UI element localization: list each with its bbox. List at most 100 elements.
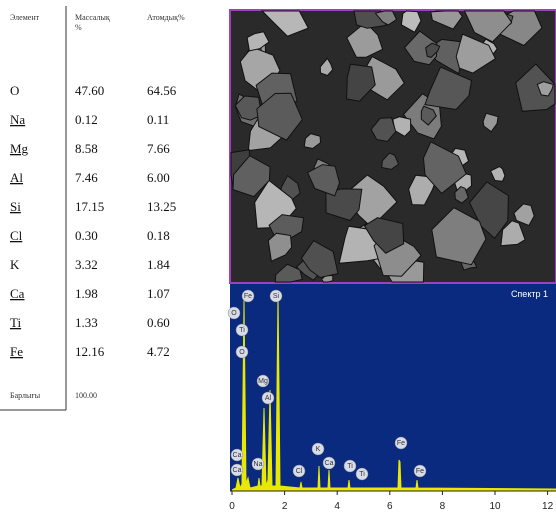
peak-label: O bbox=[239, 349, 245, 356]
spectrum-panel bbox=[230, 284, 556, 491]
peak-label: Fe bbox=[244, 293, 252, 300]
table-value: 17.15 bbox=[75, 199, 104, 214]
element-name: Si bbox=[10, 199, 21, 214]
spectrum-title: Спектр 1 bbox=[511, 289, 548, 299]
table-value: 4.72 bbox=[147, 344, 170, 359]
peak-bubble bbox=[230, 448, 244, 462]
particle bbox=[321, 274, 334, 283]
peak-bubble bbox=[230, 463, 244, 477]
table-total: Барлығы bbox=[10, 391, 41, 400]
table-value: 8.58 bbox=[75, 141, 98, 156]
element-name: Fe bbox=[10, 344, 23, 359]
particle bbox=[489, 166, 506, 182]
particle bbox=[431, 207, 487, 266]
peak-bubble bbox=[292, 464, 306, 478]
x-tick-label: 2 bbox=[282, 501, 288, 512]
particle bbox=[424, 66, 473, 111]
table-value: 64.56 bbox=[147, 83, 177, 98]
peak-bubble bbox=[394, 436, 408, 450]
peak-label: Ti bbox=[359, 471, 365, 478]
peak-label: Ca bbox=[325, 460, 334, 467]
table-value: 0.30 bbox=[75, 228, 98, 243]
particle bbox=[303, 133, 322, 150]
peak-label: Al bbox=[265, 395, 272, 402]
table-value: 3.32 bbox=[75, 257, 98, 272]
particle bbox=[363, 217, 405, 254]
peak-bubble bbox=[343, 459, 357, 473]
table-value: 7.46 bbox=[75, 170, 98, 185]
element-name: Al bbox=[10, 170, 23, 185]
particle bbox=[420, 105, 437, 126]
peak-bubble bbox=[235, 323, 249, 337]
particle bbox=[381, 152, 400, 170]
element-name: Cl bbox=[10, 228, 23, 243]
table-header: Массалық% bbox=[75, 13, 110, 32]
particle bbox=[370, 117, 397, 143]
peak-label: K bbox=[316, 446, 321, 453]
table-value: 7.66 bbox=[147, 141, 170, 156]
table-value: 1.84 bbox=[147, 257, 170, 272]
peak-bubble bbox=[235, 345, 249, 359]
peak-bubble bbox=[256, 374, 270, 388]
element-name: K bbox=[10, 257, 20, 272]
peak-label: Cl bbox=[296, 468, 303, 475]
peak-label: Ti bbox=[239, 327, 245, 334]
x-tick-label: 10 bbox=[489, 501, 501, 512]
peak-bubble bbox=[261, 391, 275, 405]
particle bbox=[346, 21, 384, 58]
table-value: 0.60 bbox=[147, 315, 170, 330]
x-tick-label: 8 bbox=[440, 501, 446, 512]
peak-label: Ca bbox=[233, 452, 242, 459]
table-value: 1.33 bbox=[75, 315, 98, 330]
particle bbox=[392, 116, 412, 137]
particle bbox=[454, 186, 469, 204]
table-value: 6.00 bbox=[147, 170, 170, 185]
element-name: Ti bbox=[10, 315, 21, 330]
table-value: 1.98 bbox=[75, 286, 98, 301]
table-total: 100.00 bbox=[75, 391, 97, 400]
particle bbox=[422, 141, 467, 195]
particle bbox=[500, 220, 526, 247]
element-name: Na bbox=[10, 112, 25, 127]
x-tick-label: 6 bbox=[387, 501, 393, 512]
x-tick-label: 0 bbox=[229, 501, 235, 512]
table-value: 0.12 bbox=[75, 112, 98, 127]
peak-bubble bbox=[355, 467, 369, 481]
table-header: Атомдық% bbox=[147, 13, 185, 22]
x-tick-label: 4 bbox=[334, 501, 340, 512]
particle bbox=[513, 203, 535, 227]
peak-bubble bbox=[322, 456, 336, 470]
peak-bubble bbox=[251, 457, 265, 471]
table-value: 47.60 bbox=[75, 83, 104, 98]
particle bbox=[515, 63, 556, 112]
peak-label: O bbox=[231, 310, 237, 317]
particle bbox=[232, 155, 271, 198]
table-header: Элемент bbox=[10, 13, 40, 22]
particle bbox=[482, 112, 499, 133]
peak-label: Ca bbox=[233, 467, 242, 474]
particle bbox=[256, 92, 303, 141]
peak-bubble bbox=[413, 464, 427, 478]
peak-label: Mg bbox=[258, 378, 268, 385]
particle bbox=[430, 10, 463, 30]
particle bbox=[400, 10, 422, 33]
table-value: 13.25 bbox=[147, 199, 176, 214]
peak-bubble bbox=[269, 289, 283, 303]
particle bbox=[468, 181, 509, 240]
particle bbox=[463, 10, 513, 43]
particle bbox=[425, 42, 441, 58]
particle bbox=[374, 10, 398, 26]
x-tick-label: 12 bbox=[542, 501, 554, 512]
element-name: Mg bbox=[10, 141, 29, 156]
table-value: 1.07 bbox=[147, 286, 170, 301]
peak-bubble bbox=[227, 306, 241, 320]
particle bbox=[261, 10, 310, 37]
sem-image bbox=[229, 9, 556, 284]
table-value: 12.16 bbox=[75, 344, 105, 359]
particle bbox=[267, 232, 293, 262]
peak-label: Si bbox=[273, 293, 280, 300]
particle bbox=[306, 164, 341, 197]
element-name: O bbox=[10, 83, 19, 98]
table-value: 0.18 bbox=[147, 228, 170, 243]
